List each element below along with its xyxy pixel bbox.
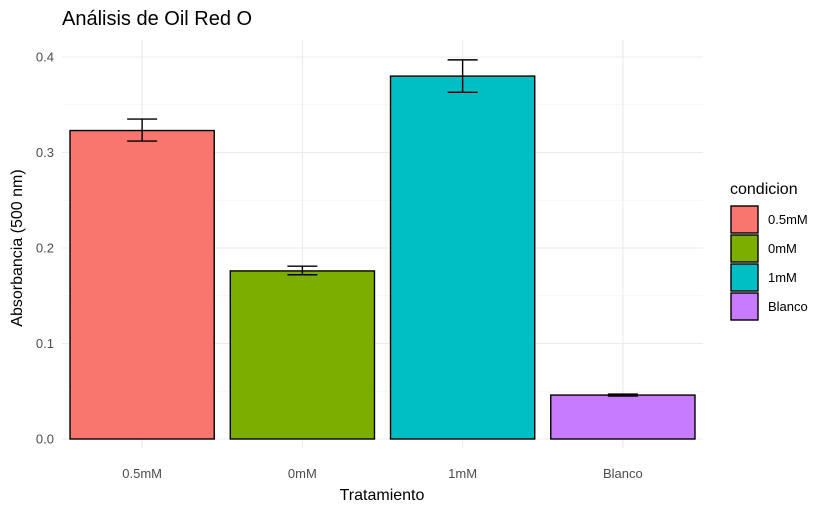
- y-axis-title: Absorbancia (500 nm): [9, 169, 26, 326]
- bar-Blanco: [550, 394, 696, 440]
- error-bar-1mM: [447, 59, 478, 94]
- legend-key-Blanco: [730, 292, 759, 321]
- legend-label: 0mM: [768, 241, 797, 256]
- legend-label: Blanco: [768, 299, 808, 314]
- y-tick-label: 0.3: [36, 145, 54, 160]
- bar-0mM: [229, 270, 376, 440]
- x-axis-ticks: 0.5mM 0mM 1mM Blanco: [122, 466, 642, 481]
- y-tick-label: 0.2: [36, 241, 54, 256]
- legend-key-1mM: [730, 263, 759, 292]
- error-bar-Blanco: [607, 393, 638, 397]
- x-tick-label: Blanco: [603, 466, 643, 481]
- legend-key-0mM: [730, 234, 759, 263]
- bars-group: [69, 75, 696, 440]
- x-tick-label: 0.5mM: [122, 466, 162, 481]
- chart-title: Análisis de Oil Red O: [62, 8, 252, 30]
- bar-0.5mM: [69, 129, 215, 440]
- legend-title: condicion: [730, 181, 798, 198]
- legend-label: 0.5mM: [768, 212, 808, 227]
- y-tick-label: 0.1: [36, 336, 54, 351]
- y-tick-label: 0.0: [36, 432, 54, 447]
- x-tick-label: 1mM: [448, 466, 477, 481]
- x-tick-label: 0mM: [288, 466, 317, 481]
- error-bars-group: [127, 59, 638, 397]
- x-axis-title: Tratamiento: [340, 487, 425, 504]
- legend-key-0.5mM: [730, 205, 759, 234]
- bar-1mM: [389, 75, 536, 440]
- error-bar-0mM: [287, 265, 318, 276]
- legend-label: 1mM: [768, 270, 797, 285]
- error-bar-0.5mM: [127, 118, 158, 142]
- legend: condicion 0.5mM 0mM 1mM Blanco: [730, 181, 808, 321]
- y-tick-label: 0.4: [36, 50, 54, 65]
- y-axis-ticks: 0.0 0.1 0.2 0.3 0.4: [36, 50, 54, 447]
